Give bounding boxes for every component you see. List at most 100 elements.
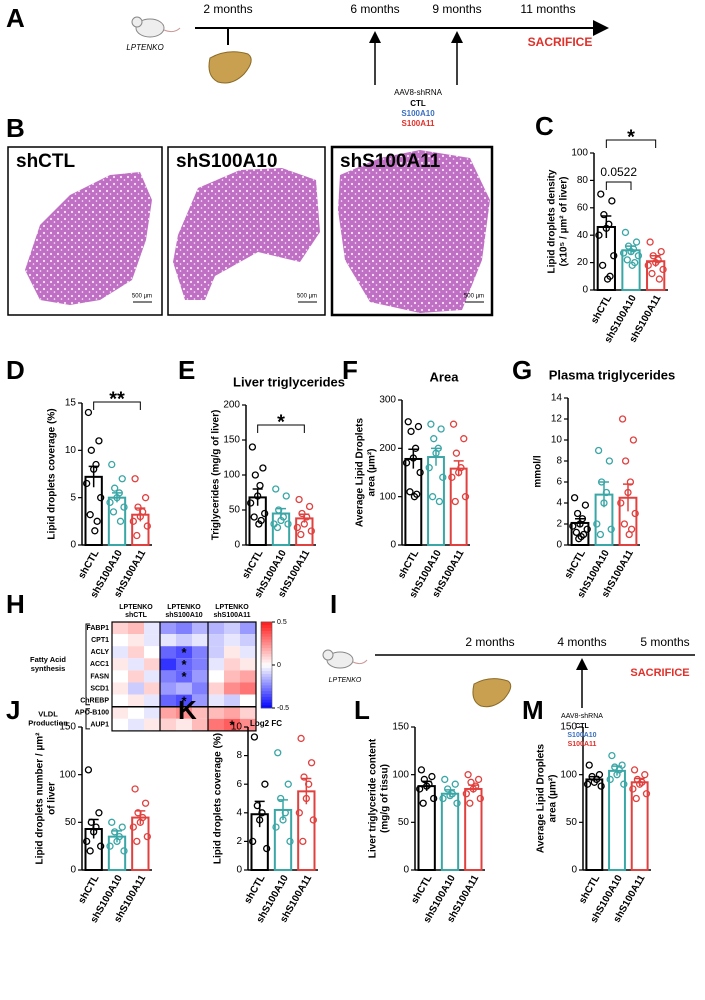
data-point	[141, 494, 150, 502]
y-tick-label: 2	[236, 836, 242, 847]
liver-icon	[208, 51, 252, 84]
data-point	[136, 512, 144, 521]
colorbar-step	[261, 684, 272, 689]
data-point	[596, 530, 605, 539]
data-point	[414, 422, 423, 431]
scale-label: 500 µm	[132, 294, 152, 300]
heat-cell	[208, 658, 224, 671]
significance-bracket	[605, 139, 657, 148]
x-tick-label: shCTL	[76, 873, 101, 905]
colorbar-tick-label: -0.5	[277, 705, 289, 712]
data-point	[284, 780, 292, 788]
data-point	[297, 530, 305, 539]
data-point	[404, 418, 412, 426]
heat-cell	[176, 646, 192, 659]
y-axis-label: Average Lipid Droplets	[355, 418, 366, 528]
data-point	[613, 771, 621, 779]
data-point	[600, 499, 608, 507]
heat-cell	[192, 682, 208, 695]
data-point	[250, 513, 258, 521]
data-point	[659, 265, 667, 274]
data-point	[281, 809, 289, 817]
data-point	[451, 780, 459, 788]
mouse-label: LPTENKO	[329, 677, 362, 684]
heat-cell	[192, 658, 208, 671]
y-tick-label: 150	[59, 722, 76, 733]
y-tick-label: 5	[70, 492, 76, 503]
data-point	[623, 256, 631, 264]
data-point	[255, 520, 263, 528]
y-tick-label: 200	[223, 400, 240, 411]
column-group-label: LPTENKO	[215, 604, 249, 611]
cell-label: *	[181, 645, 187, 660]
data-point	[111, 828, 119, 836]
data-point	[131, 475, 139, 483]
data-point	[631, 509, 639, 518]
data-point	[97, 842, 105, 850]
data-point	[597, 478, 606, 486]
heat-cell	[192, 706, 208, 719]
data-point	[111, 484, 119, 492]
y-tick-label: 150	[223, 435, 240, 446]
heat-cell	[240, 646, 256, 659]
end-label: SACRIFICE	[528, 35, 593, 49]
cell-label: *	[181, 693, 187, 708]
column-group-label: shCTL	[125, 612, 148, 619]
heat-cell	[112, 670, 128, 683]
colorbar-step	[261, 627, 272, 631]
y-tick-label: 150	[560, 722, 577, 733]
heat-cell	[224, 646, 240, 659]
data-point	[585, 761, 593, 769]
data-point	[435, 497, 444, 506]
timepoint: 11 months	[520, 2, 575, 16]
y-tick-label: 12	[551, 414, 563, 425]
heat-cell	[112, 634, 128, 647]
data-point	[598, 261, 607, 269]
data-point	[86, 847, 94, 855]
data-point	[425, 464, 433, 472]
y-tick-label: 15	[65, 398, 77, 409]
heat-cell	[144, 694, 160, 707]
timepoint: 9 months	[432, 2, 481, 16]
heat-cell	[144, 658, 160, 671]
data-point	[600, 210, 608, 219]
data-point	[608, 197, 616, 205]
data-point	[629, 785, 637, 793]
chart-title: Plasma triglycerides	[549, 367, 675, 382]
y-tick-label: 60	[577, 202, 589, 213]
heat-cell	[240, 718, 256, 731]
data-point	[607, 525, 615, 533]
panel-letter: F	[342, 355, 358, 385]
data-point	[83, 479, 91, 488]
heat-cell	[176, 634, 192, 647]
data-point	[300, 773, 308, 781]
data-point	[129, 517, 137, 525]
data-point	[259, 464, 267, 472]
data-point	[636, 780, 644, 788]
row-label: ACLY	[91, 649, 110, 656]
data-point	[84, 408, 93, 417]
y-tick-label: 10	[231, 722, 243, 733]
y-axis-label: Lipid droplets coverage (%)	[47, 408, 58, 539]
data-point	[648, 269, 656, 278]
data-point	[118, 475, 126, 483]
colorbar-step	[261, 704, 272, 709]
timepoint: 2 months	[465, 635, 514, 649]
data-point	[134, 809, 142, 817]
data-point	[657, 247, 665, 256]
data-point	[95, 809, 103, 817]
heat-cell	[112, 694, 128, 707]
heat-cell	[112, 622, 128, 635]
data-point	[410, 493, 419, 501]
data-point	[295, 495, 303, 504]
cell-label: *	[229, 717, 235, 732]
data-point	[272, 823, 280, 831]
data-point	[449, 420, 458, 428]
heat-cell	[240, 658, 256, 671]
heat-cell	[128, 718, 144, 731]
data-point	[430, 435, 438, 443]
injection-group: CTL	[410, 99, 426, 108]
data-point	[437, 425, 445, 433]
y-tick-label: 80	[577, 175, 589, 186]
data-point	[617, 499, 625, 507]
